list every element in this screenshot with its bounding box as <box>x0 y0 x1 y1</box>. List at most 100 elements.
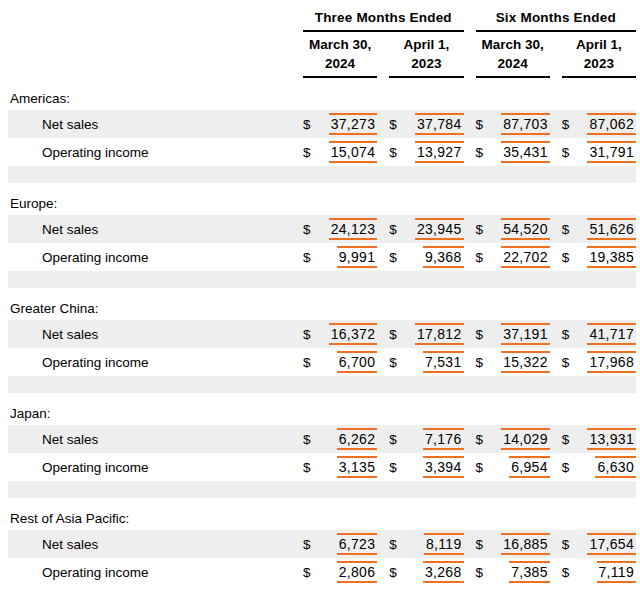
currency-symbol: $ <box>389 432 397 447</box>
fact-value[interactable]: 37,191 <box>501 323 550 345</box>
spacer-row <box>8 393 636 401</box>
table-row-europe-net-sales: Net sales $24,123 $23,945 $54,520 $51,62… <box>8 215 636 243</box>
currency-symbol: $ <box>476 355 484 370</box>
fact-value[interactable]: 3,268 <box>423 561 464 583</box>
fact-value[interactable]: 87,062 <box>587 113 636 135</box>
section-label: Europe: <box>8 191 636 215</box>
fact-value[interactable]: 23,945 <box>415 218 464 240</box>
currency-symbol: $ <box>303 222 311 237</box>
fact-value[interactable]: 14,029 <box>501 428 550 450</box>
currency-symbol: $ <box>562 222 570 237</box>
fact-value[interactable]: 17,968 <box>587 351 636 373</box>
currency-symbol: $ <box>303 460 311 475</box>
col-header-line2: 2024 <box>303 54 377 73</box>
currency-symbol: $ <box>389 145 397 160</box>
fact-value[interactable]: 37,784 <box>415 113 464 135</box>
currency-symbol: $ <box>389 355 397 370</box>
fact-value[interactable]: 54,520 <box>501 218 550 240</box>
fact-value[interactable]: 15,322 <box>501 351 550 373</box>
col-header-line1: March 30, <box>476 35 550 54</box>
section-label: Rest of Asia Pacific: <box>8 506 636 530</box>
currency-symbol: $ <box>476 117 484 132</box>
fact-value[interactable]: 87,703 <box>501 113 550 135</box>
fact-value[interactable]: 6,723 <box>337 533 378 555</box>
fact-value[interactable]: 16,885 <box>501 533 550 555</box>
section-header-japan: Japan: <box>8 401 636 425</box>
section-label: Japan: <box>8 401 636 425</box>
spacer-row <box>8 498 636 506</box>
col-header-march-30-2024: March 30, 2024 <box>476 35 550 78</box>
currency-symbol: $ <box>476 565 484 580</box>
group-three-months-cell: Three Months Ended <box>291 0 464 32</box>
group-six-months-label: Six Months Ended <box>476 10 637 32</box>
fact-value[interactable]: 35,431 <box>501 141 550 163</box>
currency-symbol: $ <box>476 222 484 237</box>
fact-value[interactable]: 2,806 <box>337 561 378 583</box>
fact-value[interactable]: 37,273 <box>329 113 378 135</box>
date-column-header-row: March 30, 2024 April 1, 2023 March 30, 2… <box>8 32 636 78</box>
currency-symbol: $ <box>562 565 570 580</box>
currency-symbol: $ <box>389 460 397 475</box>
currency-symbol: $ <box>303 145 311 160</box>
table-row-rest-of-asia-pacific-net-sales: Net sales $6,723 $8,119 $16,885 $17,654 <box>8 530 636 558</box>
currency-symbol: $ <box>303 355 311 370</box>
fact-value[interactable]: 3,394 <box>423 456 464 478</box>
fact-value[interactable]: 7,119 <box>597 561 637 583</box>
currency-symbol: $ <box>389 327 397 342</box>
fact-value[interactable]: 22,702 <box>501 246 550 268</box>
fact-value[interactable]: 7,385 <box>509 561 550 583</box>
row-label: Net sales <box>8 110 291 138</box>
currency-symbol: $ <box>476 145 484 160</box>
fact-value[interactable]: 17,654 <box>587 533 636 555</box>
fact-value[interactable]: 15,074 <box>329 141 378 163</box>
fact-value[interactable]: 51,626 <box>587 218 636 240</box>
col-header-april-1-2023: April 1, 2023 <box>389 35 463 78</box>
row-label: Net sales <box>8 320 291 348</box>
fact-value[interactable]: 7,176 <box>423 428 464 450</box>
fact-value[interactable]: 24,123 <box>329 218 378 240</box>
fact-value[interactable]: 19,385 <box>587 246 636 268</box>
spacer-row <box>8 376 636 393</box>
fact-value[interactable]: 16,372 <box>329 323 378 345</box>
col-header-line1: April 1, <box>389 35 463 54</box>
currency-symbol: $ <box>476 250 484 265</box>
fact-value[interactable]: 41,717 <box>587 323 636 345</box>
section-label: Americas: <box>8 86 636 110</box>
col-header-line2: 2023 <box>562 54 636 73</box>
row-label: Operating income <box>8 138 291 166</box>
table-row-greater-china-net-sales: Net sales $16,372 $17,812 $37,191 $41,71… <box>8 320 636 348</box>
fact-value[interactable]: 13,931 <box>587 428 636 450</box>
spacer-row <box>8 481 636 498</box>
currency-symbol: $ <box>303 537 311 552</box>
fact-value[interactable]: 17,812 <box>415 323 464 345</box>
table-row-americas-net-sales: Net sales $37,273 $37,784 $87,703 $87,06… <box>8 110 636 138</box>
fact-value[interactable]: 6,262 <box>337 428 378 450</box>
currency-symbol: $ <box>476 432 484 447</box>
table-row-japan-operating-income: Operating income $3,135 $3,394 $6,954 $6… <box>8 453 636 481</box>
col-header-line1: April 1, <box>562 35 636 54</box>
fact-value[interactable]: 8,119 <box>424 533 464 555</box>
section-header-americas: Americas: <box>8 86 636 110</box>
currency-symbol: $ <box>389 222 397 237</box>
spacer-row <box>8 183 636 191</box>
fact-value[interactable]: 7,531 <box>423 351 464 373</box>
currency-symbol: $ <box>562 355 570 370</box>
section-label: Greater China: <box>8 296 636 320</box>
table-row-japan-net-sales: Net sales $6,262 $7,176 $14,029 $13,931 <box>8 425 636 453</box>
fact-value[interactable]: 13,927 <box>415 141 464 163</box>
spacer-row <box>8 78 636 86</box>
currency-symbol: $ <box>562 537 570 552</box>
currency-symbol: $ <box>562 432 570 447</box>
currency-symbol: $ <box>476 327 484 342</box>
fact-value[interactable]: 3,135 <box>337 456 378 478</box>
fact-value[interactable]: 6,954 <box>509 456 550 478</box>
fact-value[interactable]: 9,368 <box>423 246 464 268</box>
fact-value[interactable]: 31,791 <box>587 141 636 163</box>
spacer-row <box>8 288 636 296</box>
group-three-months-label: Three Months Ended <box>303 10 464 32</box>
fact-value[interactable]: 9,991 <box>337 246 378 268</box>
fact-value[interactable]: 6,700 <box>337 351 378 373</box>
section-header-rest-of-asia-pacific: Rest of Asia Pacific: <box>8 506 636 530</box>
row-label: Net sales <box>8 215 291 243</box>
fact-value[interactable]: 6,630 <box>595 456 636 478</box>
